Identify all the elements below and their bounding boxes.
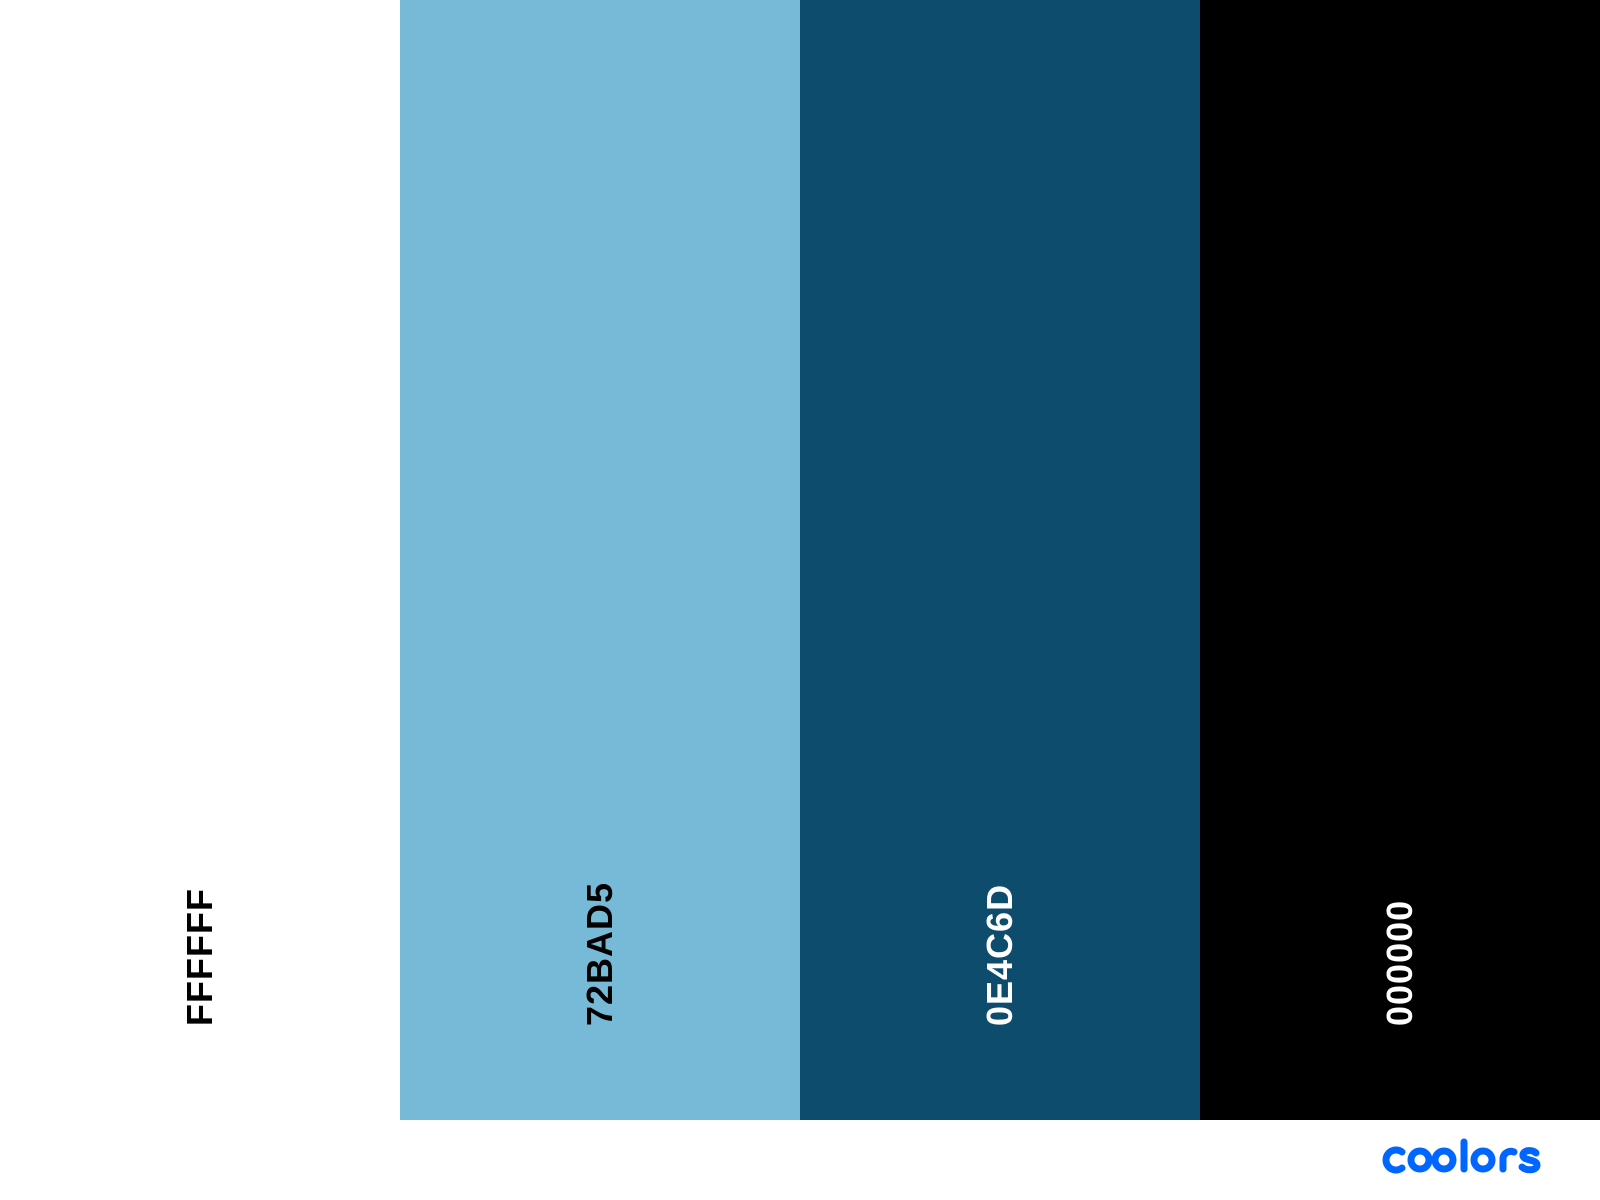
swatch-hex-label: 0E4C6D xyxy=(979,883,1020,1026)
swatch-ffffff[interactable]: FFFFFF xyxy=(0,0,400,1120)
swatch-000000[interactable]: 000000 xyxy=(1200,0,1600,1120)
swatch-0e4c6d[interactable]: 0E4C6D xyxy=(800,0,1200,1120)
coolors-logo[interactable]: coolors xyxy=(1378,1138,1562,1178)
swatch-hex-label: 000000 xyxy=(1379,899,1420,1026)
swatch-hex-label: FFFFFF xyxy=(179,888,220,1026)
swatch-72bad5[interactable]: 72BAD5 xyxy=(400,0,800,1120)
footer xyxy=(0,1120,1600,1200)
color-palette: FFFFFF 72BAD5 0E4C6D 000000 xyxy=(0,0,1600,1120)
swatch-hex-label: 72BAD5 xyxy=(579,881,620,1026)
